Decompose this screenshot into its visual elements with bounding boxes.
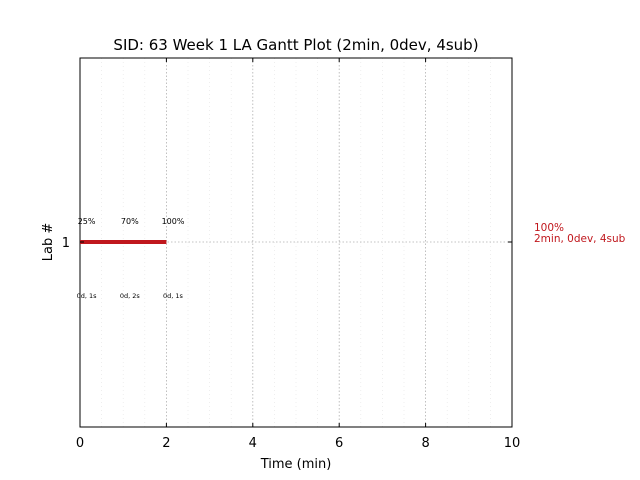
x-tick-label: 2 bbox=[162, 436, 170, 451]
x-axis-ticks: 0 2 4 6 8 10 bbox=[76, 58, 520, 451]
duration-labels: 0d, 1s 0d, 2s 0d, 1s bbox=[77, 292, 184, 300]
percent-label: 100% bbox=[162, 217, 185, 226]
chart-title: SID: 63 Week 1 LA Gantt Plot (2min, 0dev… bbox=[113, 36, 478, 54]
y-axis-ticks: 1 bbox=[62, 236, 512, 251]
x-tick-label: 8 bbox=[421, 436, 429, 451]
side-annotation-summary: 2min, 0dev, 4sub bbox=[534, 233, 626, 245]
x-tick-label: 4 bbox=[249, 436, 257, 451]
x-tick-label: 6 bbox=[335, 436, 343, 451]
percent-label: 25% bbox=[78, 217, 96, 226]
x-axis-label: Time (min) bbox=[260, 457, 332, 472]
percent-label: 70% bbox=[121, 217, 139, 226]
y-tick-label: 1 bbox=[62, 236, 70, 251]
y-axis-label: Lab # bbox=[41, 223, 56, 262]
x-tick-label: 10 bbox=[504, 436, 521, 451]
duration-label: 0d, 1s bbox=[163, 292, 184, 300]
duration-label: 0d, 1s bbox=[77, 292, 98, 300]
duration-label: 0d, 2s bbox=[120, 292, 141, 300]
x-tick-label: 0 bbox=[76, 436, 84, 451]
side-annotation-percent: 100% bbox=[534, 222, 564, 234]
percent-labels: 25% 70% 100% bbox=[78, 217, 185, 226]
